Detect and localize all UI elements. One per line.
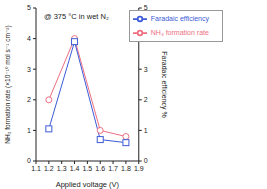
svg-text:0: 0 — [27, 157, 31, 164]
html-text:@ 375 °C in wet N₂: @ 375 °C in wet N₂ — [44, 12, 109, 21]
svg-text:Faradaic efficiency %: Faradaic efficiency % — [160, 51, 168, 117]
svg-text:4: 4 — [27, 35, 31, 42]
html-text:NH₃ formation rate: NH₃ formation rate — [150, 28, 209, 36]
svg-text:2: 2 — [144, 96, 148, 103]
svg-text:NH₃ formation rate (×10⁻¹⁰ mol: NH₃ formation rate (×10⁻¹⁰ mol s⁻¹ cm⁻²) — [8, 25, 12, 143]
svg-text:1.7: 1.7 — [108, 165, 118, 172]
svg-text:1.3: 1.3 — [57, 165, 67, 172]
svg-text:1.9: 1.9 — [134, 165, 144, 172]
svg-text:1.5: 1.5 — [83, 165, 93, 172]
svg-text:1.4: 1.4 — [70, 165, 80, 172]
svg-text:Applied voltage (V): Applied voltage (V) — [56, 180, 120, 189]
svg-text:5: 5 — [27, 4, 31, 11]
svg-text:4: 4 — [144, 35, 148, 42]
svg-text:1: 1 — [27, 127, 31, 134]
html-text:Faradaic efficiency: Faradaic efficiency — [150, 14, 209, 22]
svg-text:3: 3 — [27, 66, 31, 73]
svg-text:1.1: 1.1 — [31, 165, 41, 172]
svg-text:1.6: 1.6 — [95, 165, 105, 172]
svg-text:1.8: 1.8 — [121, 165, 131, 172]
svg-text:0: 0 — [144, 157, 148, 164]
svg-text:5: 5 — [144, 4, 148, 11]
svg-text:2: 2 — [27, 96, 31, 103]
svg-text:1.2: 1.2 — [44, 165, 54, 172]
svg-text:1: 1 — [144, 127, 148, 134]
svg-text:3: 3 — [144, 66, 148, 73]
